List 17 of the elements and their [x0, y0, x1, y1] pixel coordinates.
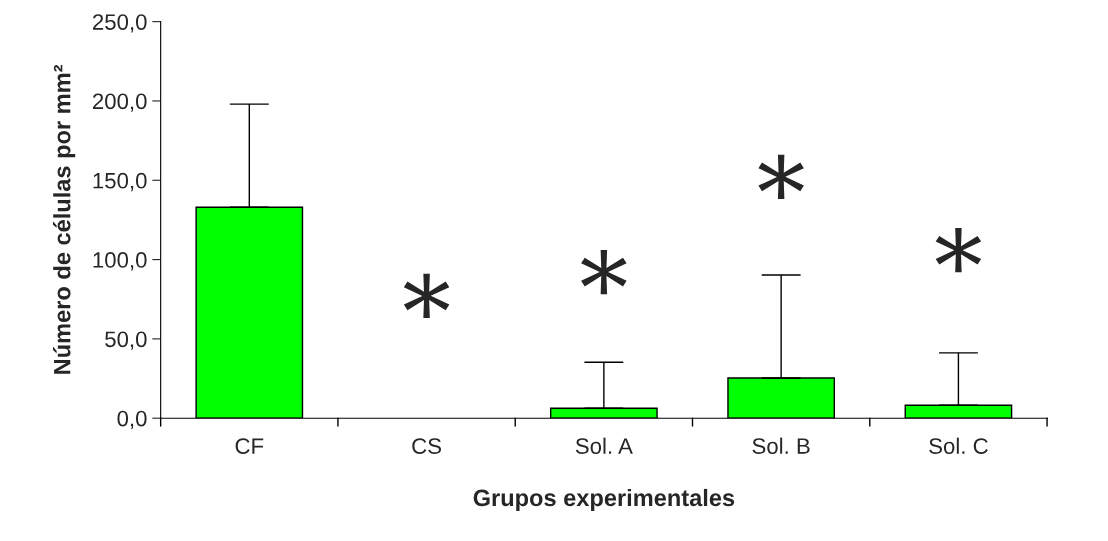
- y-axis-title: Número de células por mm²: [52, 64, 76, 374]
- y-tick-label: 250,0: [92, 14, 147, 33]
- y-tick-label: 0,0: [117, 410, 147, 430]
- x-tick-label: Sol. C: [929, 437, 988, 454]
- y-tick-label: 150,0: [93, 172, 147, 192]
- annotation: *: [581, 249, 627, 295]
- x-tick-label: CF: [235, 438, 264, 454]
- annotation: *: [935, 228, 982, 273]
- y-tick-label: 100,0: [93, 252, 147, 271]
- x-tick-label: Sol. A: [575, 437, 633, 454]
- y-tick-label: 200,0: [92, 93, 147, 112]
- x-tick-label: CS: [412, 438, 441, 454]
- y-tick-label: 50,0: [105, 331, 147, 350]
- annotation: *: [758, 154, 804, 199]
- x-axis-title: Grupos experimentales: [473, 488, 735, 511]
- x-tick-label: Sol. B: [752, 437, 810, 454]
- annotation: *: [403, 273, 450, 318]
